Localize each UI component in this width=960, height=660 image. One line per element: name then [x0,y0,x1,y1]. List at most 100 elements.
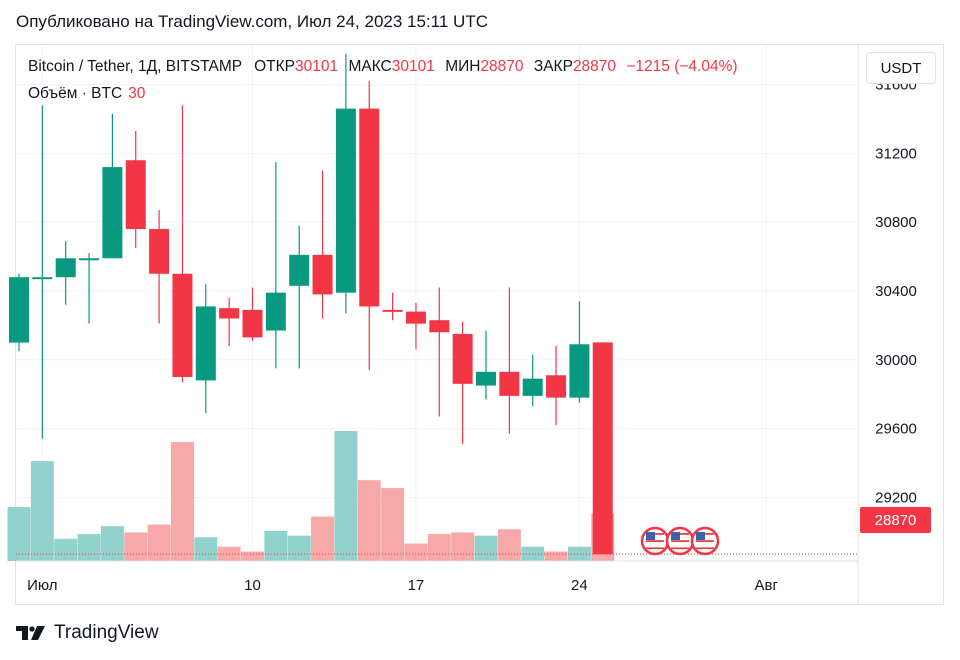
candles [9,53,613,555]
candle-body [79,258,100,261]
candle[interactable] [219,297,240,346]
volume-bar [474,535,498,561]
candle[interactable] [102,113,123,259]
volume-bar [287,535,311,561]
last-price-tag: 28870 [860,507,931,533]
x-tick-label: 17 [408,577,425,594]
candle-body [452,333,473,384]
us-flag-event-icon[interactable] [665,526,695,556]
candle[interactable] [9,273,29,352]
candle-body [265,292,286,331]
candle[interactable] [172,105,193,383]
candle[interactable] [289,225,310,369]
candle-body [335,108,356,293]
candle[interactable] [149,210,170,324]
currency-button[interactable]: USDT [866,52,936,84]
volume-value: 30 [128,85,146,102]
candle-body [429,320,450,333]
volume-bar [30,461,54,561]
candle-body [312,254,333,295]
candle[interactable] [522,354,543,407]
candle[interactable] [79,253,100,324]
volume-bar [311,516,335,561]
candle[interactable] [452,321,473,445]
volume-bar [77,534,101,561]
candle-body [102,167,123,259]
time-axis: Июл 10 17 24 Авг [16,560,858,594]
high-value: 30101 [391,58,435,75]
open-value: 30101 [295,58,339,75]
candle[interactable] [125,131,146,248]
x-tick-label: 10 [244,577,261,594]
candle[interactable] [195,284,216,414]
candle-body [405,311,426,324]
candle-body [9,277,29,343]
tradingview-logo-icon [16,626,45,640]
volume-bar [264,530,288,561]
candle-body [289,254,310,286]
low-label: МИН [445,58,481,75]
volume-bar [427,534,451,561]
candle[interactable] [265,161,286,369]
symbol-title: Bitcoin / Tether, 1Д, BITSTAMP [28,58,242,75]
x-tick-label: Июл [27,577,57,594]
volume-bar [241,551,264,561]
volume-bar [7,507,31,561]
candle[interactable] [335,53,356,314]
candle-body [55,258,76,278]
candle-body [592,342,613,555]
candle-body [476,371,496,386]
candle[interactable] [55,241,76,305]
close-label: ЗАКР [533,58,573,75]
candle[interactable] [32,105,53,439]
volume-bar [170,442,194,561]
volume-bar [124,532,148,561]
economic-events [640,526,720,556]
candle[interactable] [499,287,520,434]
published-caption: Опубликовано на TradingView.com, Июл 24,… [16,12,488,31]
y-tick-label: 29200 [875,489,917,506]
y-tick-label: 29600 [875,421,917,438]
volume-legend: Объём · BTC 30 [28,85,145,103]
tradingview-brand[interactable]: TradingView [16,622,159,644]
high-label: МАКС [348,58,392,75]
candle[interactable] [476,330,496,400]
candle-body [219,308,240,319]
chart-grid [16,45,858,561]
candle-body [546,375,567,398]
volume-bar [147,524,171,561]
candle[interactable] [405,303,426,350]
candle-body [149,229,170,274]
candle-body [172,273,193,377]
y-tick-label: 30800 [875,214,917,231]
candle-body [242,309,263,338]
candle[interactable] [359,81,380,371]
volume-bar [357,480,381,561]
volume-bar [381,488,405,561]
low-value: 28870 [480,58,524,75]
candle-body [522,378,543,396]
volume-bar [54,538,78,561]
candle[interactable] [312,170,333,319]
candle-body [499,371,520,396]
us-flag-event-icon[interactable] [690,526,720,556]
candle[interactable] [429,287,450,417]
close-value: 28870 [572,58,617,75]
candle[interactable] [569,301,590,403]
volume-bar [544,551,568,561]
x-tick-label: 24 [571,577,588,594]
candle[interactable] [382,292,403,321]
y-tick-label: 31200 [875,145,917,162]
us-flag-event-icon[interactable] [640,526,670,556]
candle[interactable] [592,342,613,555]
candle-body [359,108,380,307]
brand-name: TradingView [54,622,159,643]
candle-body [569,344,590,398]
volume-bar [100,526,124,561]
open-label: ОТКР [254,58,296,75]
y-tick-label: 30000 [875,352,917,369]
candle[interactable] [242,287,263,341]
candle[interactable] [546,346,567,426]
